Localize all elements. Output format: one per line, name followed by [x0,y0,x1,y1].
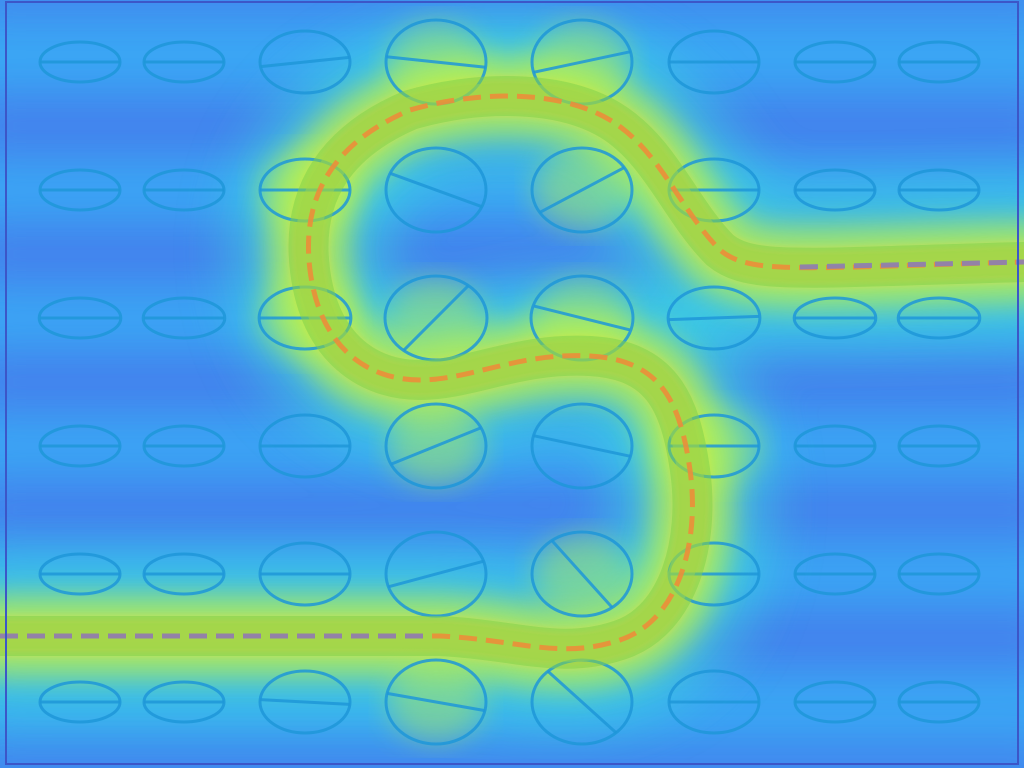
row-band [0,488,1024,532]
row-band [0,752,1024,768]
